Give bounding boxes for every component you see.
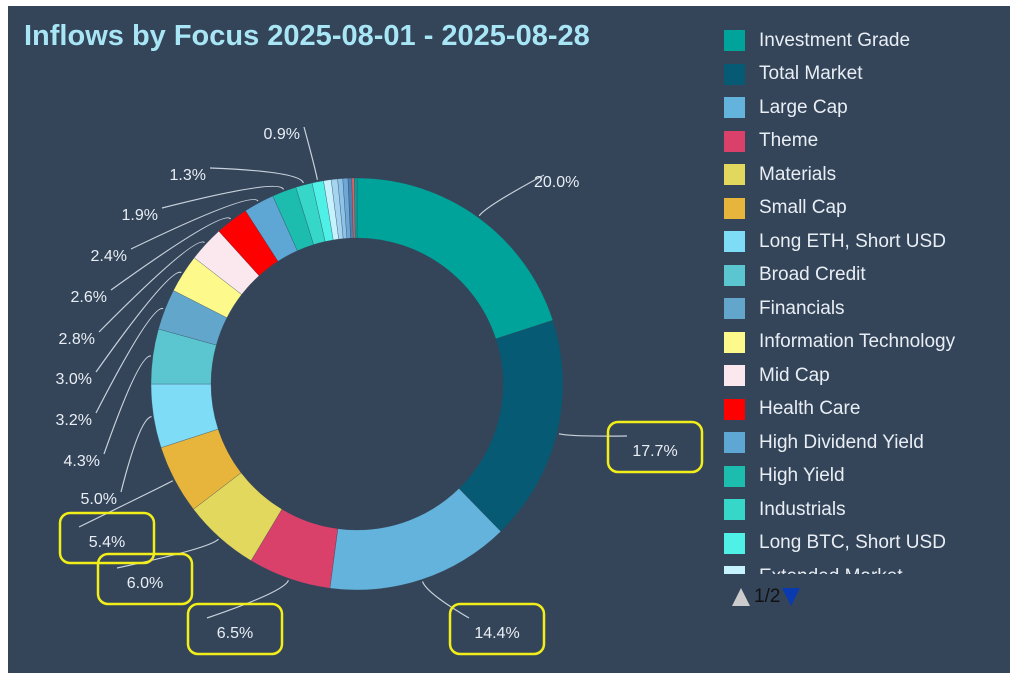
data-label: 5.0% bbox=[81, 491, 117, 508]
legend-item[interactable]: Broad Credit bbox=[724, 259, 1004, 293]
legend-page-indicator: 1/2 bbox=[754, 586, 781, 607]
leader-line bbox=[95, 271, 182, 373]
legend-item[interactable]: Large Cap bbox=[724, 91, 1004, 125]
leader-line bbox=[558, 433, 628, 437]
leader-line bbox=[120, 415, 152, 493]
leader-line bbox=[98, 241, 205, 333]
legend-label: Total Market bbox=[759, 63, 863, 85]
legend-label: Materials bbox=[759, 163, 837, 185]
legend-item[interactable]: Small Cap bbox=[724, 192, 1004, 226]
legend-label: High Yield bbox=[759, 465, 845, 487]
data-label: 2.6% bbox=[71, 289, 107, 306]
legend-swatch bbox=[724, 63, 745, 85]
legend-item[interactable]: Investment Grade bbox=[724, 24, 1004, 58]
legend-label: High Dividend Yield bbox=[759, 431, 924, 453]
legend-page-down-icon[interactable] bbox=[782, 588, 801, 606]
legend-label: Mid Cap bbox=[759, 364, 830, 386]
leader-line bbox=[78, 480, 174, 528]
legend-item[interactable]: Mid Cap bbox=[724, 359, 1004, 393]
legend-swatch bbox=[724, 197, 745, 219]
legend-swatch bbox=[724, 164, 745, 186]
legend-pager: 1/2 bbox=[732, 586, 801, 608]
legend-swatch bbox=[724, 331, 745, 353]
legend-swatch bbox=[724, 465, 745, 487]
leader-line bbox=[303, 126, 318, 180]
legend-item[interactable]: Financials bbox=[724, 292, 1004, 326]
legend-label: Long BTC, Short USD bbox=[759, 532, 946, 554]
legend-label: Small Cap bbox=[759, 197, 847, 219]
highlight-box bbox=[58, 511, 156, 565]
legend: Investment Grade Total Market Large Cap The… bbox=[724, 24, 1004, 574]
slice-investment-grade[interactable] bbox=[356, 177, 554, 340]
legend-label: Financials bbox=[759, 297, 845, 319]
leader-line bbox=[421, 581, 470, 619]
legend-item[interactable]: Long BTC, Short USD bbox=[724, 527, 1004, 561]
legend-label: Health Care bbox=[759, 398, 861, 420]
legend-label: Information Technology bbox=[759, 331, 956, 353]
highlight-box bbox=[186, 602, 284, 656]
highlight-box bbox=[448, 602, 546, 656]
legend-swatch bbox=[724, 231, 745, 253]
legend-label: Extended Market bbox=[759, 566, 903, 574]
leader-line bbox=[130, 198, 259, 250]
legend-item[interactable]: High Dividend Yield bbox=[724, 426, 1004, 460]
data-label: 20.0% bbox=[534, 174, 579, 191]
data-label: 5.4% bbox=[89, 534, 125, 551]
data-label: 3.2% bbox=[56, 412, 92, 429]
legend-label: Large Cap bbox=[759, 96, 848, 118]
leader-line bbox=[206, 580, 289, 619]
data-label: 6.0% bbox=[127, 575, 163, 592]
highlight-box bbox=[606, 420, 704, 474]
slice-total-market[interactable] bbox=[458, 320, 564, 532]
legend-item[interactable]: Industrials bbox=[724, 493, 1004, 527]
legend-item[interactable]: Long ETH, Short USD bbox=[724, 225, 1004, 259]
data-label: 2.8% bbox=[59, 331, 95, 348]
leader-line bbox=[161, 185, 285, 209]
data-label: 3.0% bbox=[56, 371, 92, 388]
leader-line bbox=[110, 217, 232, 291]
data-label: 6.5% bbox=[217, 625, 253, 642]
data-label: 4.3% bbox=[64, 453, 100, 470]
chart-title: Inflows by Focus 2025-08-01 - 2025-08-28 bbox=[24, 20, 590, 52]
legend-swatch bbox=[724, 130, 745, 152]
legend-label: Broad Credit bbox=[759, 264, 866, 286]
legend-item[interactable]: Information Technology bbox=[724, 326, 1004, 360]
legend-swatch bbox=[724, 264, 745, 286]
legend-item[interactable]: Extended Market bbox=[724, 560, 1004, 574]
leader-line bbox=[478, 174, 545, 217]
data-label: 1.3% bbox=[170, 167, 206, 184]
legend-page-up-icon[interactable] bbox=[732, 588, 750, 606]
leader-line bbox=[95, 308, 164, 414]
legend-swatch bbox=[724, 566, 745, 574]
legend-item[interactable]: Health Care bbox=[724, 393, 1004, 427]
highlight-box bbox=[96, 552, 194, 606]
legend-item[interactable]: High Yield bbox=[724, 460, 1004, 494]
data-label: 17.7% bbox=[632, 443, 677, 460]
legend-swatch bbox=[724, 298, 745, 320]
slice-other-22[interactable] bbox=[354, 177, 358, 239]
legend-label: Long ETH, Short USD bbox=[759, 230, 946, 252]
data-label: 2.4% bbox=[91, 248, 127, 265]
legend-swatch bbox=[724, 432, 745, 454]
legend-swatch bbox=[724, 30, 745, 52]
legend-swatch bbox=[724, 532, 745, 554]
data-label: 0.9% bbox=[264, 126, 300, 143]
legend-swatch bbox=[724, 398, 745, 420]
leader-line bbox=[103, 355, 152, 455]
legend-label: Industrials bbox=[759, 498, 846, 520]
legend-item[interactable]: Theme bbox=[724, 125, 1004, 159]
legend-swatch bbox=[724, 499, 745, 521]
legend-label: Investment Grade bbox=[759, 29, 911, 51]
legend-label: Theme bbox=[759, 130, 819, 152]
leader-line bbox=[209, 167, 304, 184]
legend-swatch bbox=[724, 365, 745, 387]
legend-item[interactable]: Total Market bbox=[724, 58, 1004, 92]
data-label: 14.4% bbox=[474, 625, 519, 642]
legend-item[interactable]: Materials bbox=[724, 158, 1004, 192]
legend-swatch bbox=[724, 97, 745, 119]
data-label: 1.9% bbox=[122, 207, 158, 224]
